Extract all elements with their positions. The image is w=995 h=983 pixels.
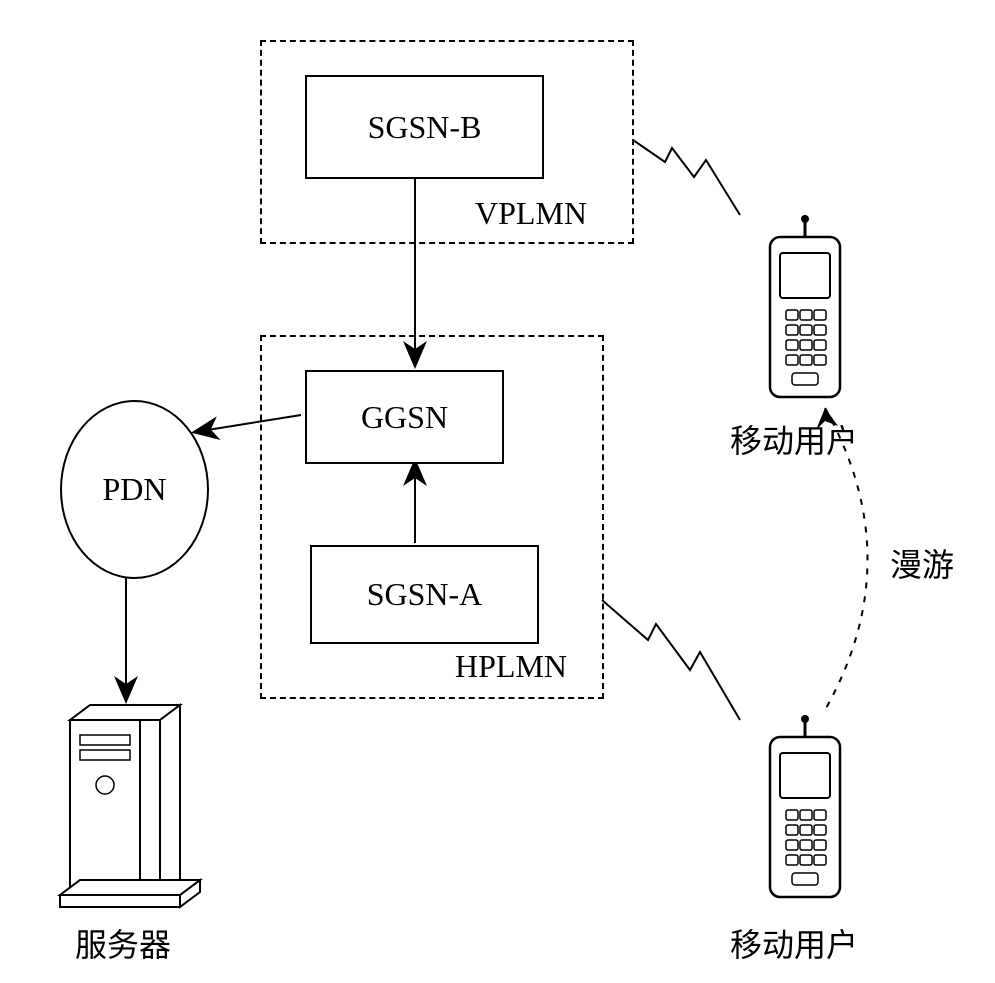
node-pdn: PDN: [60, 400, 209, 579]
node-ggsn: GGSN: [305, 370, 504, 464]
roaming-label: 漫游: [890, 540, 954, 586]
node-sgsn-a: SGSN-A: [310, 545, 539, 644]
vplmn-label: VPLMN: [475, 195, 587, 232]
hplmn-label: HPLMN: [455, 648, 567, 685]
ggsn-label: GGSN: [361, 399, 448, 436]
node-sgsn-b: SGSN-B: [305, 75, 544, 179]
wireless-link-top: [633, 140, 740, 215]
phone-icon-top: [750, 215, 860, 420]
mobile-user-label-top: 移动用户: [730, 416, 858, 462]
sgsn-a-label: SGSN-A: [367, 576, 483, 613]
server-icon: [55, 700, 230, 925]
server-label: 服务器: [75, 920, 171, 966]
phone-icon-bottom: [750, 715, 860, 920]
mobile-user-label-bottom: 移动用户: [730, 920, 858, 966]
pdn-label: PDN: [102, 471, 166, 508]
wireless-link-bottom: [602, 600, 740, 720]
sgsn-b-label: SGSN-B: [368, 109, 482, 146]
